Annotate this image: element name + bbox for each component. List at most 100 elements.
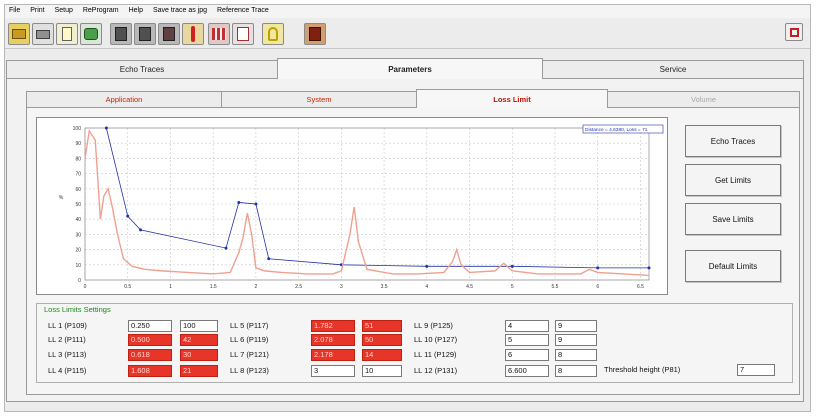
menu-reprogram[interactable]: ReProgram — [82, 7, 119, 14]
loss-limit-label: LL 11 (P129) — [414, 350, 457, 359]
loss-limit-distance-field[interactable]: 6 — [505, 349, 549, 361]
loss-limit-label: LL 10 (P127) — [414, 335, 458, 344]
loss-limit-point — [425, 264, 429, 268]
help-icon[interactable] — [262, 23, 284, 45]
top-tab-strip: Echo Traces Parameters Service — [6, 58, 804, 79]
keypad-icon[interactable] — [110, 23, 132, 45]
loss-limit-distance-field[interactable]: 1.608 — [128, 365, 172, 377]
x-tick-label: 0.5 — [124, 284, 131, 290]
loss-limit-value-field[interactable]: 30 — [180, 349, 218, 361]
loss-limit-value-field[interactable]: 42 — [180, 334, 218, 346]
tab-system[interactable]: System — [221, 91, 417, 107]
menu-bar: File Print Setup ReProgram Help Save tra… — [5, 5, 810, 18]
y-tick-label: 50 — [75, 202, 81, 208]
default-limits-button[interactable]: Default Limits — [685, 250, 781, 282]
loss-limit-label: LL 6 (P119) — [230, 335, 269, 344]
menu-print[interactable]: Print — [30, 7, 45, 14]
loss-limit-point — [224, 246, 228, 250]
loss-limit-label: LL 5 (P117) — [230, 321, 269, 330]
loss-limit-value-field[interactable]: 8 — [555, 349, 597, 361]
restore-window-icon[interactable] — [785, 23, 803, 41]
bar-graph-icon[interactable] — [208, 23, 230, 45]
loss-limit-value-field[interactable]: 10 — [362, 365, 402, 377]
get-limits-button[interactable]: Get Limits — [685, 164, 781, 196]
x-tick-label: 5.5 — [552, 284, 559, 290]
y-tick-label: 30 — [75, 232, 81, 238]
loss-limit-distance-field[interactable]: 6.600 — [505, 365, 549, 377]
loss-limit-chart[interactable]: 0 0.5 1 1.5 2 2.5 3 3.5 4 4.5 5 5.5 6 6.5 100 90 80 70 60 5… — [36, 117, 668, 295]
exit-icon[interactable] — [304, 23, 326, 45]
tab-echo-traces[interactable]: Echo Traces — [6, 60, 278, 78]
x-tick-label: 0 — [84, 284, 87, 290]
loss-limit-point — [237, 200, 241, 204]
menu-help[interactable]: Help — [128, 7, 143, 14]
loss-limit-value-field[interactable]: 51 — [362, 320, 402, 332]
tab-service[interactable]: Service — [542, 60, 804, 78]
loss-limit-distance-field[interactable]: 3 — [311, 365, 355, 377]
loss-limit-value-field[interactable]: 9 — [555, 320, 597, 332]
loss-limit-point — [254, 202, 258, 206]
save-limits-button[interactable]: Save Limits — [685, 203, 781, 235]
y-tick-label: 100 — [73, 126, 82, 132]
y-tick-label: 20 — [75, 248, 81, 254]
loss-limit-label: LL 1 (P109) — [48, 321, 87, 330]
loss-limit-value-field[interactable]: 14 — [362, 349, 402, 361]
folder-open-icon[interactable] — [8, 23, 30, 45]
threshold-height-label: Threshold height (P81) — [604, 365, 681, 374]
series-line-echo-trace — [84, 129, 650, 277]
series-line-loss-limit — [105, 127, 649, 269]
loss-limit-label: LL 8 (P123) — [230, 366, 269, 375]
loss-limits-settings-group — [36, 303, 793, 383]
loss-limit-distance-field[interactable]: 1.782 — [311, 320, 355, 332]
keypad-alt-icon[interactable] — [134, 23, 156, 45]
loss-limit-value-field[interactable]: 21 — [180, 365, 218, 377]
x-tick-label: 5 — [511, 284, 514, 290]
loss-limit-label: LL 9 (P125) — [414, 321, 453, 330]
x-tick-label: 3 — [340, 284, 343, 290]
loss-limit-value-field[interactable]: 8 — [555, 365, 597, 377]
menu-setup[interactable]: Setup — [54, 7, 73, 14]
x-tick-label: 4 — [425, 284, 428, 290]
x-tick-label: 2.5 — [295, 284, 302, 290]
y-tick-label: 70 — [75, 172, 81, 178]
printer-icon[interactable] — [32, 23, 54, 45]
loss-limit-value-field[interactable]: 100 — [180, 320, 218, 332]
tab-loss-limit[interactable]: Loss Limit — [416, 89, 608, 108]
loss-limit-distance-field[interactable]: 0.500 — [128, 334, 172, 346]
document-icon[interactable] — [56, 23, 78, 45]
tab-application[interactable]: Application — [26, 91, 222, 107]
loss-limit-point — [510, 264, 514, 268]
keypad-third-icon[interactable] — [158, 23, 180, 45]
loss-limit-value-field[interactable]: 50 — [362, 334, 402, 346]
loss-limit-distance-field[interactable]: 2.078 — [311, 334, 355, 346]
loss-limit-distance-field[interactable]: 5 — [505, 334, 549, 346]
menu-save-trace[interactable]: Save trace as jpg — [152, 7, 208, 14]
tab-volume[interactable]: Volume — [607, 91, 800, 107]
loss-limit-point — [139, 228, 143, 232]
x-tick-label: 1 — [169, 284, 172, 290]
y-axis-label: % — [59, 195, 64, 201]
echo-traces-button[interactable]: Echo Traces — [685, 125, 781, 157]
menu-file[interactable]: File — [9, 7, 21, 14]
threshold-height-field[interactable]: 7 — [737, 364, 775, 376]
tab-parameters[interactable]: Parameters — [277, 58, 543, 79]
loss-limit-point — [104, 126, 108, 130]
thermometer-icon[interactable] — [182, 23, 204, 45]
x-tick-label: 6 — [596, 284, 599, 290]
loss-limit-distance-field[interactable]: 2.178 — [311, 349, 355, 361]
chart-svg: 0 0.5 1 1.5 2 2.5 3 3.5 4 4.5 5 5.5 6 6.5100908070605… — [59, 124, 664, 290]
loss-limit-label: LL 4 (P115) — [48, 366, 87, 375]
loss-limit-label: LL 7 (P121) — [230, 350, 269, 359]
y-tick-label: 80 — [75, 156, 81, 162]
y-tick-label: 40 — [75, 217, 81, 223]
network-icon[interactable] — [80, 23, 102, 45]
menu-reference-trace[interactable]: Reference Trace — [217, 7, 269, 14]
loss-limit-value-field[interactable]: 9 — [555, 334, 597, 346]
y-tick-label: 60 — [75, 187, 81, 193]
loss-limit-distance-field[interactable]: 4 — [505, 320, 549, 332]
loss-limit-distance-field[interactable]: 0.618 — [128, 349, 172, 361]
report-icon[interactable] — [232, 23, 254, 45]
loss-limit-distance-field[interactable]: 0.250 — [128, 320, 172, 332]
loss-limit-point — [647, 266, 651, 270]
x-tick-label: 2 — [255, 284, 258, 290]
